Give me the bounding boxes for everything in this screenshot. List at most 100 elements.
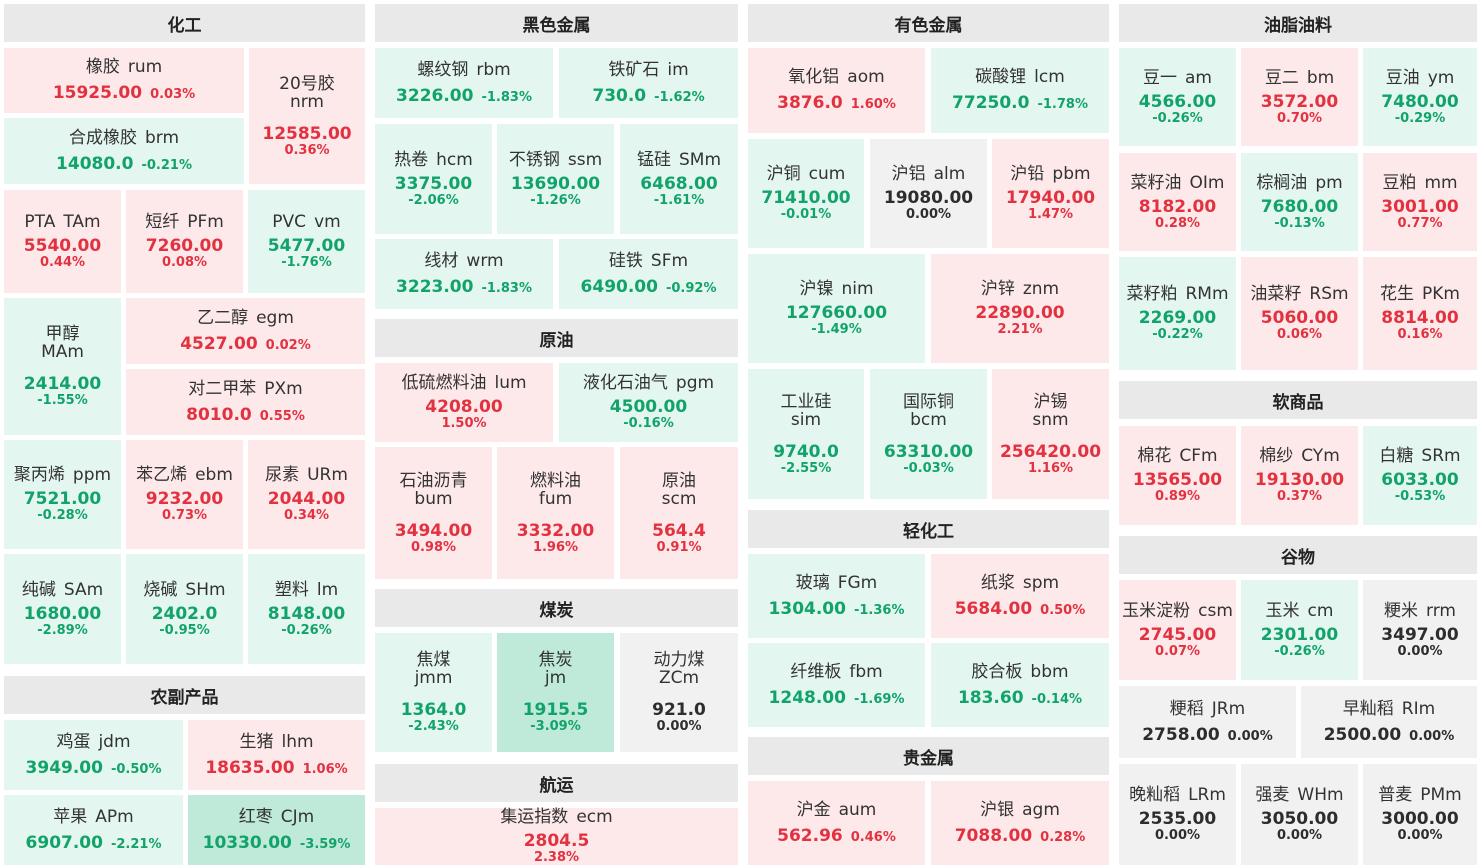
contract-name: 早籼稻 RIm xyxy=(1343,700,1435,718)
contract-label: 沪金 xyxy=(796,799,831,820)
quote-tile[interactable]: 沪锌 znm 22890.00 2.21% xyxy=(931,254,1109,363)
quote-tile[interactable]: 橡胶 rum 15925.00 0.03% xyxy=(4,48,244,113)
quote-tile[interactable]: 花生 PKm 8814.00 0.16% xyxy=(1363,257,1477,370)
quote-tile[interactable]: 对二甲苯 PXm 8010.0 0.55% xyxy=(126,369,365,435)
quote-tile[interactable]: 晚籼稻 LRm 2535.00 0.00% xyxy=(1119,764,1236,865)
contract-name: 红枣 CJm xyxy=(239,808,314,826)
contract-label: 对二甲苯 xyxy=(188,378,257,399)
contract-name: 沪铝 alm xyxy=(892,165,966,183)
quote-tile[interactable]: 工业硅 sim 9740.0 -2.55% xyxy=(748,369,864,499)
quote-tile[interactable]: 红枣 CJm 10330.00 -3.59% xyxy=(188,795,365,865)
quote-tile[interactable]: 豆二 bm 3572.00 0.70% xyxy=(1241,48,1358,146)
contract-label: 豆一 xyxy=(1143,67,1177,88)
contract-label: 纯碱 xyxy=(21,579,56,600)
quote-tile[interactable]: 纸浆 spm 5684.00 0.50% xyxy=(931,554,1109,638)
quote-tile[interactable]: 棉纱 CYm 19130.00 0.37% xyxy=(1241,426,1358,525)
change-percent: -1.61% xyxy=(653,192,705,208)
quote-tile[interactable]: 苹果 APm 6907.00 -2.21% xyxy=(4,795,183,865)
quote-tile[interactable]: 沪铝 alm 19080.00 0.00% xyxy=(870,139,987,248)
quote-tile[interactable]: 塑料 lm 8148.00 -0.26% xyxy=(248,554,365,664)
quote-tile[interactable]: 氧化铝 aom 3876.0 1.60% xyxy=(748,48,925,133)
last-price: 3226.00 xyxy=(396,85,474,106)
quote-tile[interactable]: 合成橡胶 brm 14080.0 -0.21% xyxy=(4,118,244,184)
quote-tile[interactable]: 短纤 PFm 7260.00 0.08% xyxy=(126,190,243,293)
quote-tile[interactable]: 沪镍 nim 127660.00 -1.49% xyxy=(748,254,925,363)
contract-symbol: JRm xyxy=(1211,698,1246,719)
quote-tile[interactable]: 焦炭 jm 1915.5 -3.09% xyxy=(497,633,614,752)
quote-tile[interactable]: 棉花 CFm 13565.00 0.89% xyxy=(1119,426,1236,525)
quote-tile[interactable]: 沪铜 cum 71410.00 -0.01% xyxy=(748,139,864,248)
quote-tile[interactable]: 燃料油 fum 3332.00 1.96% xyxy=(497,447,614,579)
quote-tile[interactable]: 白糖 SRm 6033.00 -0.53% xyxy=(1363,426,1477,525)
quote-tile[interactable]: 棕榈油 pm 7680.00 -0.13% xyxy=(1241,153,1358,251)
quote-tile[interactable]: 焦煤 jmm 1364.0 -2.43% xyxy=(375,633,492,752)
contract-name: 玉米 cm xyxy=(1266,602,1334,620)
quote-tile[interactable]: 国际铜 bcm 63310.00 -0.03% xyxy=(870,369,987,499)
quote-tile[interactable]: 碳酸锂 lcm 77250.0 -1.78% xyxy=(931,48,1109,133)
contract-label: 尿素 xyxy=(265,465,300,485)
quote-tile[interactable]: 液化石油气 pgm 4500.00 -0.16% xyxy=(559,363,738,442)
contract-symbol: fum xyxy=(538,488,573,509)
quote-tile[interactable]: 胶合板 bbm 183.60 -0.14% xyxy=(931,643,1109,727)
last-price: 6490.00 xyxy=(580,276,658,297)
change-percent: 0.28% xyxy=(1154,215,1201,231)
quote-tile[interactable]: 生猪 lhm 18635.00 1.06% xyxy=(188,720,365,790)
quote-tile[interactable]: 纯碱 SAm 1680.00 -2.89% xyxy=(4,554,121,664)
last-price: 3332.00 xyxy=(516,520,595,541)
contract-label: 沪铅 xyxy=(1010,164,1045,184)
quote-tile[interactable]: 原油 scm 564.4 0.91% xyxy=(620,447,738,579)
quote-tile[interactable]: 玉米 cm 2301.00 -0.26% xyxy=(1241,580,1358,680)
contract-label: 沪银 xyxy=(980,799,1015,820)
quote-tile[interactable]: 粳米 rrm 3497.00 0.00% xyxy=(1363,580,1477,680)
quote-tile[interactable]: 聚丙烯 ppm 7521.00 -0.28% xyxy=(4,440,121,549)
contract-label: 原油 xyxy=(661,470,696,491)
quote-tile[interactable]: 沪铅 pbm 17940.00 1.47% xyxy=(992,139,1109,248)
quote-tile[interactable]: 石油沥青 bum 3494.00 0.98% xyxy=(375,447,492,579)
quote-tile[interactable]: 20号胶 nrm 12585.00 0.36% xyxy=(249,48,365,184)
last-price: 1364.0 xyxy=(400,700,467,720)
quote-tile[interactable]: 油菜籽 RSm 5060.00 0.06% xyxy=(1241,257,1358,370)
quote-tile[interactable]: 甲醇 MAm 2414.00 -1.55% xyxy=(4,298,121,435)
quote-tile[interactable]: 线材 wrm 3223.00 -1.83% xyxy=(375,239,553,309)
quote-values: 3223.00 -1.83% xyxy=(396,277,532,297)
quote-tile[interactable]: 尿素 URm 2044.00 0.34% xyxy=(248,440,365,549)
quote-tile[interactable]: 早籼稻 RIm 2500.00 0.00% xyxy=(1301,686,1477,758)
quote-tile[interactable]: 粳稻 JRm 2758.00 0.00% xyxy=(1119,686,1296,758)
quote-tile[interactable]: 铁矿石 im 730.0 -1.62% xyxy=(559,48,738,118)
quote-tile[interactable]: 沪金 aum 562.96 0.46% xyxy=(748,781,925,865)
quote-tile[interactable]: 豆油 ym 7480.00 -0.29% xyxy=(1363,48,1477,146)
contract-symbol: sim xyxy=(790,409,822,430)
quote-tile[interactable]: 集运指数 ecm 2804.5 2.38% xyxy=(375,808,738,865)
quote-tile[interactable]: 热卷 hcm 3375.00 -2.06% xyxy=(375,124,492,234)
quote-tile[interactable]: 玻璃 FGm 1304.00 -1.36% xyxy=(748,554,925,638)
last-price: 4500.00 xyxy=(609,397,688,417)
quote-tile[interactable]: 鸡蛋 jdm 3949.00 -0.50% xyxy=(4,720,183,790)
contract-label: 沪锌 xyxy=(980,279,1015,299)
quote-tile[interactable]: 豆粕 mm 3001.00 0.77% xyxy=(1363,153,1477,251)
quote-tile[interactable]: PTA TAm 5540.00 0.44% xyxy=(4,190,121,293)
contract-name: 塑料 lm xyxy=(275,581,338,599)
quote-tile[interactable]: 菜籽油 OIm 8182.00 0.28% xyxy=(1119,153,1236,251)
quote-tile[interactable]: 沪银 agm 7088.00 0.28% xyxy=(931,781,1109,865)
quote-tile[interactable]: 烧碱 SHm 2402.0 -0.95% xyxy=(126,554,243,664)
quote-tile[interactable]: 锰硅 SMm 6468.00 -1.61% xyxy=(620,124,738,234)
quote-tile[interactable]: 纤维板 fbm 1248.00 -1.69% xyxy=(748,643,925,727)
change-percent: -1.62% xyxy=(654,89,705,105)
quote-tile[interactable]: 螺纹钢 rbm 3226.00 -1.83% xyxy=(375,48,553,118)
quote-tile[interactable]: 动力煤 ZCm 921.0 0.00% xyxy=(620,633,738,752)
contract-name: 尿素 URm xyxy=(265,466,348,484)
quote-tile[interactable]: 硅铁 SFm 6490.00 -0.92% xyxy=(559,239,738,309)
contract-name: 菜籽油 OIm xyxy=(1131,174,1225,192)
quote-tile[interactable]: 菜籽粕 RMm 2269.00 -0.22% xyxy=(1119,257,1236,370)
quote-tile[interactable]: 乙二醇 egm 4527.00 0.02% xyxy=(126,298,365,364)
quote-tile[interactable]: 玉米淀粉 csm 2745.00 0.07% xyxy=(1119,580,1236,680)
quote-tile[interactable]: 普麦 PMm 3000.00 0.00% xyxy=(1363,764,1477,865)
quote-tile[interactable]: 苯乙烯 ebm 9232.00 0.73% xyxy=(126,440,243,549)
quote-tile[interactable]: 不锈钢 ssm 13690.00 -1.26% xyxy=(497,124,614,234)
quote-tile[interactable]: 沪锡 snm 256420.00 1.16% xyxy=(992,369,1109,499)
quote-tile[interactable]: 豆一 am 4566.00 -0.26% xyxy=(1119,48,1236,146)
contract-name: 豆二 bm xyxy=(1265,69,1334,87)
quote-tile[interactable]: PVC vm 5477.00 -1.76% xyxy=(248,190,365,293)
quote-tile[interactable]: 强麦 WHm 3050.00 0.00% xyxy=(1241,764,1358,865)
quote-tile[interactable]: 低硫燃料油 lum 4208.00 1.50% xyxy=(375,363,553,442)
